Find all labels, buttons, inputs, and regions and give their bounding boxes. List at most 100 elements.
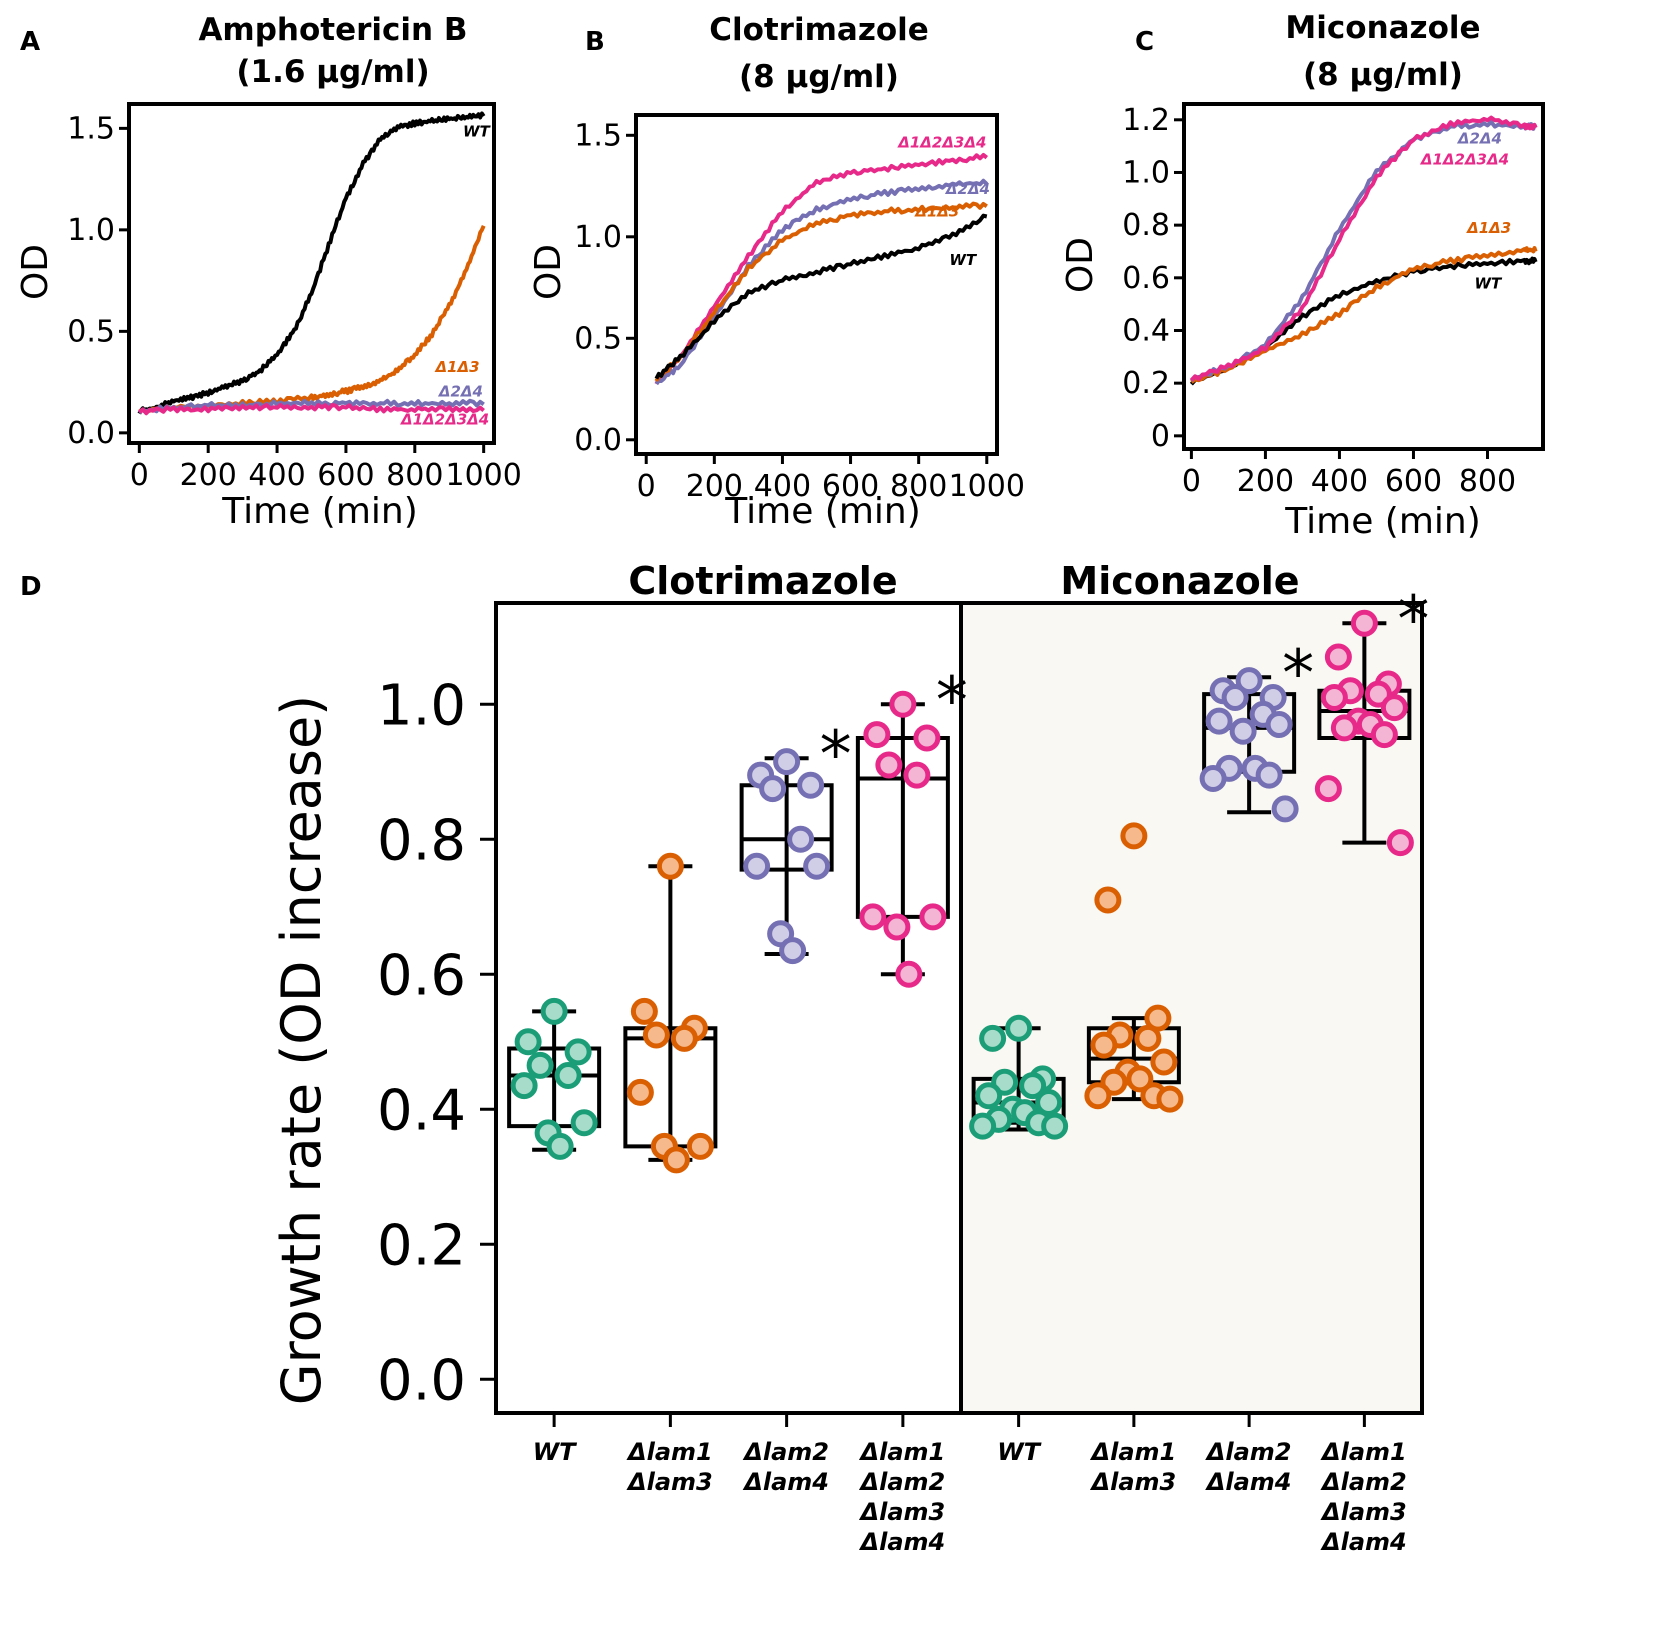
data-point (969, 1112, 997, 1140)
data-point (510, 1072, 538, 1100)
series-label-D2D4: Δ2Δ4 (945, 180, 990, 198)
y-tick-label: 0.0 (377, 1348, 466, 1413)
category-label: Δlam4 (742, 1468, 829, 1496)
panel-c: C Miconazole(8 µg/ml)WTΔ1Δ3Δ2Δ4Δ1Δ2Δ3Δ400… (1060, 10, 1545, 542)
box-group-D1D2D3D4 (1314, 609, 1414, 857)
y-tick-label: 1.5 (67, 111, 115, 146)
category-label: Δlam2 (742, 1438, 829, 1466)
data-point (1314, 775, 1342, 803)
chart-title-line1: Miconazole (1285, 10, 1480, 46)
x-tick-label: 1000 (949, 469, 1025, 504)
panel-letter: A (20, 27, 40, 57)
chart-title-line2: (8 µg/ml) (1303, 57, 1463, 93)
data-point (1199, 765, 1227, 792)
x-tick-label: 1000 (445, 458, 521, 493)
y-axis-title: OD (1060, 237, 1101, 293)
y-tick-label: 0.2 (1122, 366, 1170, 401)
data-point (1229, 717, 1257, 745)
box-group-D1D3 (1084, 822, 1184, 1113)
y-tick-label: 0.5 (67, 314, 115, 349)
y-axis-title: OD (528, 244, 569, 300)
data-point (1380, 694, 1408, 722)
data-point (1205, 707, 1233, 735)
data-point (787, 825, 815, 853)
significance-star: * (1397, 583, 1429, 657)
y-tick-label: 0.8 (377, 808, 466, 873)
data-point (670, 1024, 698, 1052)
data-point (1235, 667, 1263, 695)
significance-star: * (820, 718, 852, 792)
category-label: WT (997, 1438, 1041, 1466)
series-label-D1D2D3D4: Δ1Δ2Δ3Δ4 (897, 133, 986, 151)
data-point (913, 724, 941, 752)
chart-title-line2: (8 µg/ml) (739, 59, 899, 95)
data-point (875, 751, 903, 779)
data-point (554, 1062, 582, 1089)
data-point (1094, 886, 1122, 914)
data-point (1370, 721, 1398, 749)
x-tick-label: 0 (130, 458, 149, 493)
x-tick-label: 600 (1385, 464, 1442, 499)
data-point (1005, 1014, 1033, 1042)
panel-letter: C (1135, 27, 1154, 57)
y-tick-label: 0.8 (1122, 208, 1170, 243)
series-label-D1D3: Δ1Δ3 (914, 202, 959, 220)
data-point (919, 903, 947, 931)
data-point (1350, 609, 1378, 637)
category-label: Δlam2 (1320, 1468, 1407, 1496)
data-point (859, 903, 887, 931)
significance-star: * (936, 664, 968, 738)
y-tick-label: 0 (1151, 419, 1170, 454)
x-axis-title: Time (min) (724, 491, 921, 532)
x-tick-label: 200 (686, 469, 743, 504)
data-point (1320, 684, 1348, 711)
series-line-D1D2D3D4 (138, 403, 485, 416)
y-tick-label: 0.0 (574, 423, 622, 458)
y-tick-label: 1.5 (574, 118, 622, 153)
data-point (662, 1146, 690, 1174)
data-point (686, 1132, 714, 1160)
data-point (903, 761, 931, 789)
series-label-WT: WT (1475, 274, 1504, 292)
data-point (1324, 643, 1352, 671)
panel-letter: D (20, 572, 42, 602)
data-point (626, 1078, 654, 1106)
series-label-D1D2D3D4: Δ1Δ2Δ3Δ4 (1420, 151, 1509, 169)
data-point (889, 690, 917, 718)
data-point (570, 1109, 598, 1137)
y-tick-label: 0.2 (377, 1213, 466, 1278)
panel-letter: B (585, 27, 605, 57)
data-point (863, 721, 891, 749)
y-axis-title: Growth rate (OD increase) (270, 695, 333, 1405)
x-axis-title: Time (min) (1284, 501, 1481, 542)
y-axis-title: OD (15, 244, 56, 300)
series-line-D1D2D3D4 (1189, 115, 1538, 382)
chart-title-line1: Amphotericin B (198, 12, 467, 48)
panel-b: B Clotrimazole (8 µg/ml) Δ1Δ2Δ3Δ4 Δ2Δ4 Δ1Δ3 WT… (528, 12, 1025, 532)
series-label-D2D4: Δ2Δ4 (438, 382, 483, 400)
series-line-WT (137, 111, 486, 415)
data-point (1144, 1004, 1172, 1032)
box (739, 783, 834, 872)
data-point (975, 1082, 1003, 1110)
category-label: Δlam1 (1090, 1438, 1177, 1466)
x-tick-label: 400 (1311, 464, 1368, 499)
y-tick-label: 1.0 (574, 220, 622, 255)
panel-a: A Amphotericin B (1.6 µg/ml) WT Δ1Δ3 Δ2Δ4 Δ1Δ2… (15, 12, 522, 532)
data-point (1221, 684, 1249, 711)
series-line-D1D2D3D4 (654, 153, 989, 385)
category-label: Δlam3 (1090, 1468, 1177, 1496)
data-point (1265, 711, 1293, 738)
y-tick-label: 0.0 (67, 416, 115, 451)
series-label-D1D3: Δ1Δ3 (434, 358, 479, 376)
data-point (540, 997, 568, 1025)
y-tick-label: 0.6 (377, 943, 466, 1008)
y-tick-label: 1.0 (67, 213, 115, 248)
box-group-D2D4 (1199, 667, 1299, 823)
y-tick-label: 1.2 (1122, 103, 1170, 138)
x-axis-title: Time (min) (221, 491, 418, 532)
data-point (1041, 1112, 1069, 1140)
category-label: Δlam3 (1320, 1498, 1407, 1526)
category-label: Δlam1 (859, 1438, 946, 1466)
